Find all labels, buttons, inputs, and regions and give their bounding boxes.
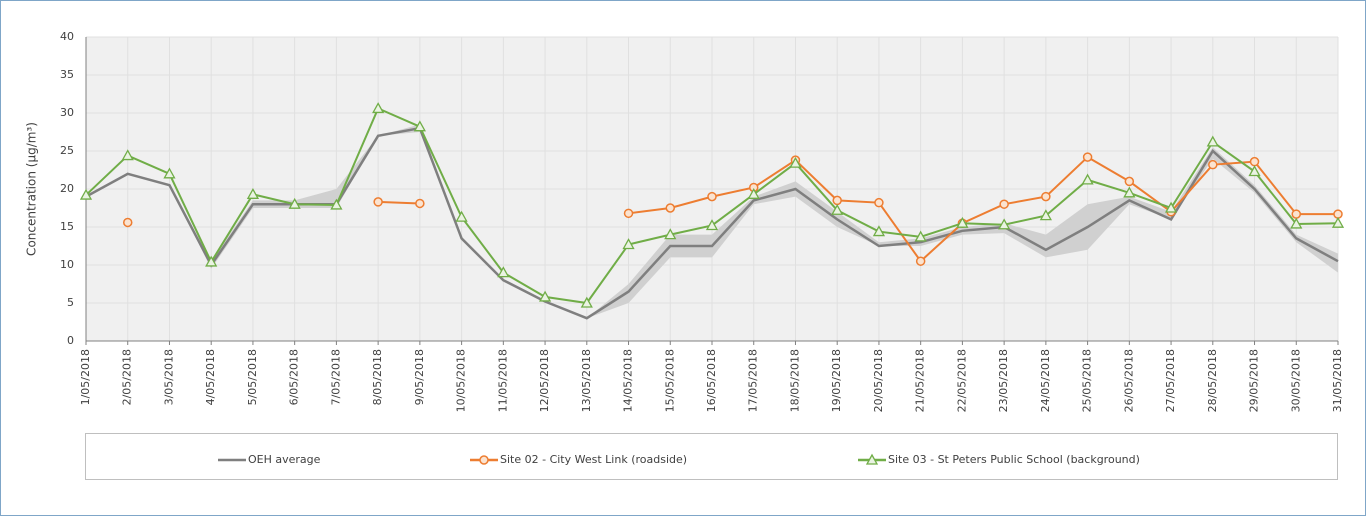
data-point (956, 216, 969, 228)
x-tick-label: 25/05/2018 (1081, 349, 1094, 412)
x-tick-label: 17/05/2018 (747, 349, 760, 412)
series-line (378, 155, 1338, 263)
data-point (664, 228, 677, 240)
legend-label: OEH average (248, 453, 321, 466)
x-tick-label: 18/05/2018 (788, 349, 801, 412)
data-point (623, 208, 634, 219)
data-point (121, 149, 134, 161)
data-point (789, 156, 802, 168)
range-band (86, 124, 1338, 319)
data-point (1041, 191, 1051, 202)
data-point (163, 167, 176, 179)
x-tick-label: 16/05/2018 (705, 349, 718, 412)
data-point (622, 238, 635, 250)
data-point (455, 210, 468, 222)
x-tick-label: 24/05/2018 (1039, 349, 1052, 412)
x-tick-label: 9/05/2018 (413, 349, 426, 405)
x-tick-label: 5/05/2018 (246, 349, 259, 405)
x-tick-label: 13/05/2018 (580, 349, 593, 412)
legend-label: Site 03 - St Peters Public School (backg… (888, 453, 1140, 466)
data-point (831, 203, 844, 215)
data-point (246, 187, 260, 199)
x-tick-label: 15/05/2018 (663, 349, 676, 412)
x-tick-label: 30/05/2018 (1289, 349, 1302, 412)
x-tick-label: 14/05/2018 (622, 349, 635, 412)
data-point (705, 219, 719, 231)
x-tick-label: 31/05/2018 (1331, 349, 1344, 412)
data-point (998, 218, 1011, 230)
x-tick-label: 27/05/2018 (1164, 349, 1177, 412)
data-point (330, 198, 343, 210)
x-tick-label: 12/05/2018 (538, 349, 551, 412)
data-point (373, 197, 383, 207)
x-tick-label: 8/05/2018 (371, 349, 384, 405)
x-tick-label: 4/05/2018 (204, 349, 217, 405)
y-tick-label: 5 (67, 296, 74, 309)
data-point (1081, 173, 1094, 185)
y-tick-label: 35 (60, 68, 74, 81)
data-point (122, 217, 133, 228)
data-point (497, 266, 510, 278)
y-axis-label: Concentration (µg/m³) (25, 122, 39, 256)
data-point (1206, 135, 1219, 147)
x-tick-label: 6/05/2018 (288, 349, 301, 405)
data-point (1123, 186, 1136, 198)
data-point (1291, 209, 1302, 219)
x-tick-label: 7/05/2018 (329, 349, 342, 405)
data-point (874, 197, 884, 208)
data-point (372, 102, 385, 114)
x-tick-label: 11/05/2018 (496, 349, 509, 412)
x-tick-label: 21/05/2018 (914, 349, 927, 412)
data-point (1124, 176, 1135, 187)
data-point (1208, 159, 1218, 170)
data-point (538, 290, 552, 302)
y-tick-label: 15 (60, 220, 74, 233)
data-point (413, 120, 426, 132)
data-point (288, 197, 301, 209)
legend-marker (865, 453, 879, 465)
data-point (1082, 152, 1093, 162)
data-point (747, 187, 760, 199)
data-point (872, 225, 886, 237)
legend-label: Site 02 - City West Link (roadside) (500, 453, 687, 466)
x-tick-label: 20/05/2018 (872, 349, 885, 412)
data-point (79, 188, 93, 200)
data-point (1331, 216, 1345, 228)
data-point (1248, 165, 1261, 177)
x-tick-label: 3/05/2018 (162, 349, 175, 405)
data-point (415, 198, 425, 209)
data-point (914, 230, 927, 242)
x-tick-label: 26/05/2018 (1122, 349, 1135, 412)
data-point (1249, 156, 1260, 167)
x-tick-label: 22/05/2018 (955, 349, 968, 412)
x-tick-label: 2/05/2018 (121, 349, 134, 405)
data-point (1290, 217, 1303, 229)
y-tick-label: 20 (60, 182, 74, 195)
data-point (915, 256, 926, 266)
y-tick-label: 25 (60, 144, 74, 157)
data-point (205, 255, 218, 267)
x-tick-label: 29/05/2018 (1248, 349, 1261, 412)
data-point (999, 199, 1009, 209)
data-point (707, 191, 717, 202)
data-point (832, 195, 842, 206)
data-point (1039, 209, 1052, 221)
legend-box (85, 433, 1338, 480)
y-tick-label: 10 (60, 258, 74, 271)
y-tick-label: 40 (60, 30, 74, 43)
data-point (1164, 201, 1178, 213)
x-tick-label: 10/05/2018 (455, 349, 468, 412)
x-tick-label: 23/05/2018 (997, 349, 1010, 412)
data-point (580, 296, 593, 308)
legend-marker (479, 455, 489, 465)
y-tick-label: 30 (60, 106, 74, 119)
x-tick-label: 1/05/2018 (79, 349, 92, 405)
y-tick-label: 0 (67, 334, 74, 347)
x-tick-label: 28/05/2018 (1206, 349, 1219, 412)
data-point (665, 203, 676, 213)
x-tick-label: 19/05/2018 (830, 349, 843, 412)
